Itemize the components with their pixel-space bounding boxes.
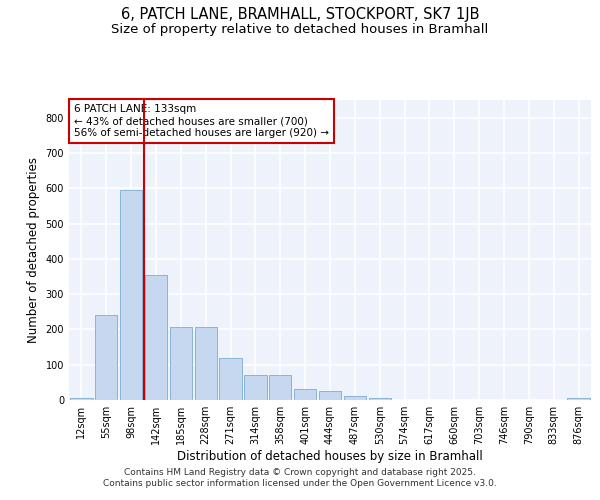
Bar [70, 398, 92, 400]
Bar [368, 398, 391, 400]
Bar [145, 274, 167, 400]
Bar [170, 327, 192, 400]
Text: Contains HM Land Registry data © Crown copyright and database right 2025.
Contai: Contains HM Land Registry data © Crown c… [103, 468, 497, 487]
Bar [194, 327, 217, 400]
Bar [319, 391, 341, 400]
Bar [294, 390, 316, 400]
Text: 6, PATCH LANE, BRAMHALL, STOCKPORT, SK7 1JB: 6, PATCH LANE, BRAMHALL, STOCKPORT, SK7 … [121, 8, 479, 22]
Bar [95, 316, 118, 400]
Bar [220, 358, 242, 400]
Bar [244, 376, 266, 400]
Y-axis label: Number of detached properties: Number of detached properties [27, 157, 40, 343]
Text: Size of property relative to detached houses in Bramhall: Size of property relative to detached ho… [112, 22, 488, 36]
X-axis label: Distribution of detached houses by size in Bramhall: Distribution of detached houses by size … [177, 450, 483, 463]
Bar [120, 190, 142, 400]
Bar [269, 376, 292, 400]
Text: 6 PATCH LANE: 133sqm
← 43% of detached houses are smaller (700)
56% of semi-deta: 6 PATCH LANE: 133sqm ← 43% of detached h… [74, 104, 329, 138]
Bar [344, 396, 366, 400]
Bar [568, 398, 590, 400]
